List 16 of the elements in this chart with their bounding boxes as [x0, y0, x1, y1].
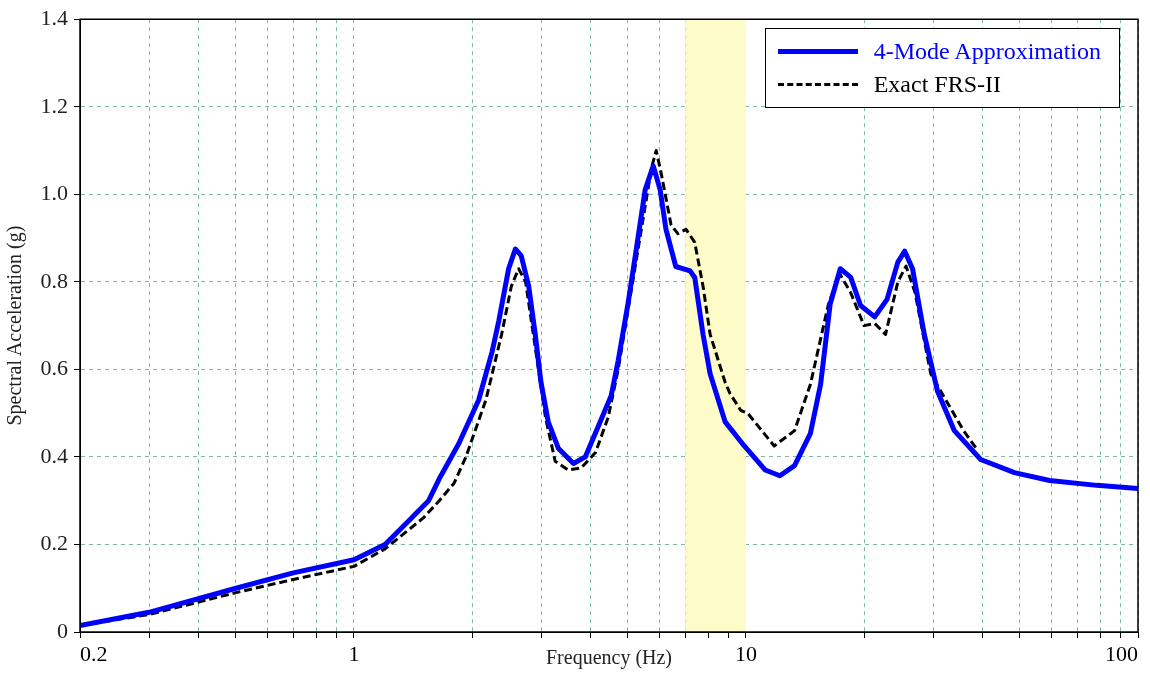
- y-tick-label: 0.2: [40, 530, 68, 556]
- y-axis-title: Spectral Acceleration (g): [3, 225, 27, 426]
- x-tick-label: 0.2: [80, 640, 108, 666]
- y-tick-label: 1.4: [40, 4, 68, 30]
- legend-label: 4-Mode Approximation: [873, 38, 1101, 65]
- x-axis-title: Frequency (Hz): [545, 646, 673, 670]
- x-tick-label: 100: [1105, 640, 1138, 666]
- x-tick-label: 1: [348, 640, 360, 666]
- y-tick-label: 0.8: [40, 267, 68, 293]
- x-tick-label: 10: [735, 640, 757, 666]
- y-tick-label: 1.0: [40, 180, 68, 206]
- y-tick-label: 1.2: [40, 92, 68, 118]
- legend-label: Exact FRS-II: [873, 71, 1001, 98]
- y-tick-label: 0: [57, 617, 68, 643]
- y-tick-label: 0.4: [40, 442, 68, 468]
- y-tick-label: 0.6: [40, 355, 68, 381]
